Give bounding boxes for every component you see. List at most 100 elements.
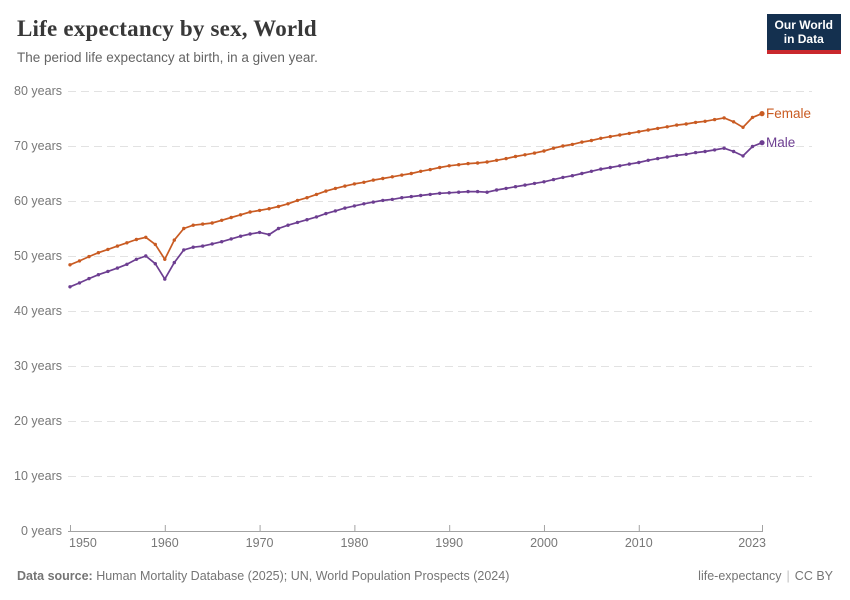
data-point-male[interactable] <box>646 158 650 162</box>
data-point-male[interactable] <box>163 277 167 281</box>
data-point-male[interactable] <box>608 165 612 170</box>
data-point-male[interactable] <box>201 244 205 248</box>
data-point-male[interactable] <box>153 262 157 266</box>
data-point-female[interactable] <box>542 149 546 153</box>
data-point-female[interactable] <box>750 115 755 120</box>
data-point-female[interactable] <box>220 218 224 222</box>
data-point-male[interactable] <box>400 196 404 200</box>
data-point-female[interactable] <box>741 125 745 129</box>
data-point-male[interactable] <box>419 193 423 198</box>
data-point-female[interactable] <box>286 202 290 206</box>
data-point-female[interactable] <box>172 238 176 242</box>
data-point-female[interactable] <box>182 226 186 231</box>
data-point-female[interactable] <box>494 158 499 162</box>
data-point-female[interactable] <box>722 116 726 120</box>
data-point-female[interactable] <box>693 120 698 125</box>
data-point-female[interactable] <box>646 128 650 132</box>
chart-slug-link[interactable]: life-expectancy <box>698 569 782 583</box>
data-point-male[interactable] <box>134 257 139 261</box>
data-point-male[interactable] <box>466 189 470 194</box>
data-point-female[interactable] <box>466 161 470 166</box>
data-point-male[interactable] <box>656 156 660 161</box>
data-point-male[interactable] <box>68 285 72 289</box>
data-point-male[interactable] <box>759 140 765 146</box>
data-point-female[interactable] <box>229 215 233 220</box>
data-point-male[interactable] <box>115 266 120 270</box>
data-point-male[interactable] <box>485 190 489 194</box>
data-point-male[interactable] <box>580 171 584 176</box>
data-point-female[interactable] <box>532 151 537 155</box>
data-point-female[interactable] <box>409 171 413 176</box>
data-point-female[interactable] <box>324 189 328 193</box>
data-point-female[interactable] <box>589 138 594 143</box>
data-point-female[interactable] <box>400 173 404 177</box>
data-point-male[interactable] <box>532 181 537 186</box>
series-line-male[interactable] <box>69 141 763 288</box>
owid-logo[interactable]: Our World in Data <box>766 14 841 54</box>
data-point-male[interactable] <box>675 153 679 158</box>
data-point-female[interactable] <box>513 154 518 159</box>
data-point-female[interactable] <box>343 184 347 188</box>
data-point-female[interactable] <box>608 134 612 139</box>
data-point-male[interactable] <box>409 194 413 199</box>
data-point-male[interactable] <box>665 155 669 159</box>
data-point-female[interactable] <box>637 130 641 134</box>
data-point-male[interactable] <box>589 169 594 173</box>
data-point-male[interactable] <box>438 191 442 195</box>
data-point-male[interactable] <box>267 232 271 237</box>
data-point-female[interactable] <box>106 247 110 252</box>
data-point-female[interactable] <box>267 207 271 211</box>
data-point-male[interactable] <box>191 245 195 249</box>
data-point-male[interactable] <box>504 186 508 191</box>
data-point-female[interactable] <box>381 176 385 181</box>
data-point-male[interactable] <box>333 209 338 213</box>
data-point-male[interactable] <box>144 254 148 258</box>
data-point-female[interactable] <box>703 119 707 124</box>
data-point-male[interactable] <box>96 273 101 277</box>
data-point-female[interactable] <box>201 222 205 226</box>
series-line-female[interactable] <box>69 112 763 266</box>
data-point-male[interactable] <box>305 218 309 222</box>
data-point-male[interactable] <box>627 162 631 166</box>
data-point-male[interactable] <box>182 248 186 252</box>
data-point-female[interactable] <box>447 164 451 168</box>
data-point-male[interactable] <box>428 192 432 197</box>
data-point-female[interactable] <box>684 122 688 126</box>
data-point-female[interactable] <box>523 153 527 157</box>
data-point-male[interactable] <box>703 149 707 154</box>
data-point-male[interactable] <box>381 198 385 203</box>
series-label-male[interactable]: Male <box>766 135 796 151</box>
data-point-female[interactable] <box>618 133 622 137</box>
data-point-female[interactable] <box>570 142 575 147</box>
data-point-male[interactable] <box>750 144 755 149</box>
data-point-female[interactable] <box>134 237 139 242</box>
data-point-male[interactable] <box>172 260 176 265</box>
data-point-female[interactable] <box>675 123 679 127</box>
data-point-female[interactable] <box>390 175 394 179</box>
data-point-female[interactable] <box>257 208 262 213</box>
data-point-male[interactable] <box>457 190 461 194</box>
data-point-male[interactable] <box>371 200 375 204</box>
data-point-female[interactable] <box>210 221 214 225</box>
data-point-female[interactable] <box>438 165 442 170</box>
data-point-male[interactable] <box>561 175 565 180</box>
data-point-female[interactable] <box>504 156 508 161</box>
license-link[interactable]: CC BY <box>794 569 833 583</box>
data-point-male[interactable] <box>523 183 527 187</box>
data-point-male[interactable] <box>475 189 480 194</box>
data-point-female[interactable] <box>163 257 167 261</box>
data-point-male[interactable] <box>570 174 575 178</box>
data-point-female[interactable] <box>96 251 101 255</box>
data-point-male[interactable] <box>248 232 252 236</box>
data-point-female[interactable] <box>665 125 669 129</box>
data-point-male[interactable] <box>324 211 328 216</box>
data-point-male[interactable] <box>494 188 499 192</box>
data-point-female[interactable] <box>68 263 72 267</box>
data-point-female[interactable] <box>153 242 157 247</box>
data-point-female[interactable] <box>475 161 480 165</box>
data-point-female[interactable] <box>276 204 281 209</box>
data-point-male[interactable] <box>362 202 366 206</box>
data-point-male[interactable] <box>693 150 698 155</box>
data-point-female[interactable] <box>580 140 584 144</box>
